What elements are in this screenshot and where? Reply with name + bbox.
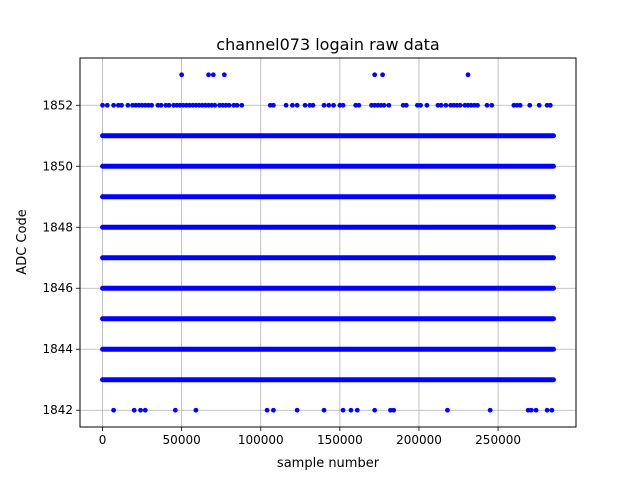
data-point [438, 102, 444, 108]
data-point [544, 407, 550, 413]
data-point [424, 102, 430, 108]
data-point [210, 72, 216, 78]
data-point [487, 407, 493, 413]
data-point [517, 102, 523, 108]
x-axis-label: sample number [277, 456, 380, 471]
data-point [445, 407, 450, 413]
y-tick-label: 1852 [42, 98, 73, 112]
data-point [172, 407, 178, 413]
data-point [354, 407, 360, 413]
data-point [533, 407, 539, 413]
y-axis-label: ADC Code [15, 209, 30, 274]
data-point [234, 102, 240, 108]
x-tick-label: 200000 [396, 433, 442, 447]
data-point [221, 72, 227, 78]
data-point [386, 102, 392, 108]
y-tick-label: 1850 [42, 159, 73, 173]
data-point [294, 407, 300, 413]
data-point [206, 72, 211, 78]
data-point [547, 102, 553, 108]
data-point [119, 102, 124, 108]
data-point [149, 102, 154, 108]
data-point [271, 102, 276, 108]
data-point [484, 102, 490, 108]
data-point [549, 407, 555, 413]
y-axis-ticks: 1842 1844 1846 1848 1850 1852 [42, 98, 80, 417]
x-tick-label: 0 [99, 433, 107, 447]
x-tick-label: 100000 [238, 433, 284, 447]
data-point [489, 102, 495, 108]
data-point [138, 407, 143, 413]
scatter-points [100, 72, 555, 413]
data-point [158, 102, 164, 108]
data-point [527, 102, 533, 108]
data-point [356, 102, 362, 108]
data-point [381, 102, 387, 108]
data-point [418, 102, 423, 108]
data-point [271, 407, 276, 413]
y-tick-label: 1844 [42, 342, 73, 356]
data-point [166, 102, 172, 108]
data-point [100, 102, 105, 108]
data-point [294, 102, 300, 108]
y-tick-label: 1842 [42, 403, 73, 417]
y-tick-label: 1848 [42, 220, 73, 234]
y-tick-label: 1846 [42, 281, 73, 295]
data-point [380, 72, 385, 78]
data-point [457, 102, 463, 108]
data-point [348, 407, 354, 413]
dense-bands [100, 133, 556, 383]
data-point [226, 102, 232, 108]
data-point [290, 102, 295, 108]
chart-title: channel073 logain raw data [216, 35, 439, 54]
data-point [125, 102, 131, 108]
data-point [111, 102, 117, 108]
data-point [475, 102, 480, 108]
axes-frame [79, 57, 577, 428]
data-point [321, 407, 327, 413]
data-point [142, 407, 148, 413]
data-point [264, 407, 270, 413]
axes-background [80, 58, 576, 427]
data-point [528, 407, 534, 413]
data-point [465, 72, 471, 78]
x-tick-label: 250000 [475, 433, 521, 447]
data-point [111, 407, 117, 413]
x-axis-ticks: 0 50000 100000 150000 200000 250000 [99, 427, 521, 447]
data-point [340, 102, 346, 108]
data-point [239, 102, 245, 108]
data-point [310, 102, 316, 108]
data-point [340, 407, 346, 413]
data-point [179, 72, 185, 78]
data-point [321, 102, 327, 108]
data-point [104, 102, 110, 108]
data-point [391, 407, 397, 413]
data-point [403, 102, 409, 108]
data-point [131, 407, 137, 413]
data-point [193, 407, 199, 413]
data-point [443, 102, 449, 108]
plot-area: 0 50000 100000 150000 200000 250000 184218441… [42, 57, 577, 447]
data-point [372, 72, 378, 78]
data-point [372, 407, 378, 413]
x-tick-label: 150000 [317, 433, 363, 447]
data-point [212, 102, 218, 108]
data-point [283, 102, 289, 108]
x-tick-label: 50000 [163, 433, 201, 447]
data-point [331, 102, 336, 108]
data-point [326, 102, 332, 108]
data-point [302, 102, 308, 108]
data-point [536, 102, 542, 108]
